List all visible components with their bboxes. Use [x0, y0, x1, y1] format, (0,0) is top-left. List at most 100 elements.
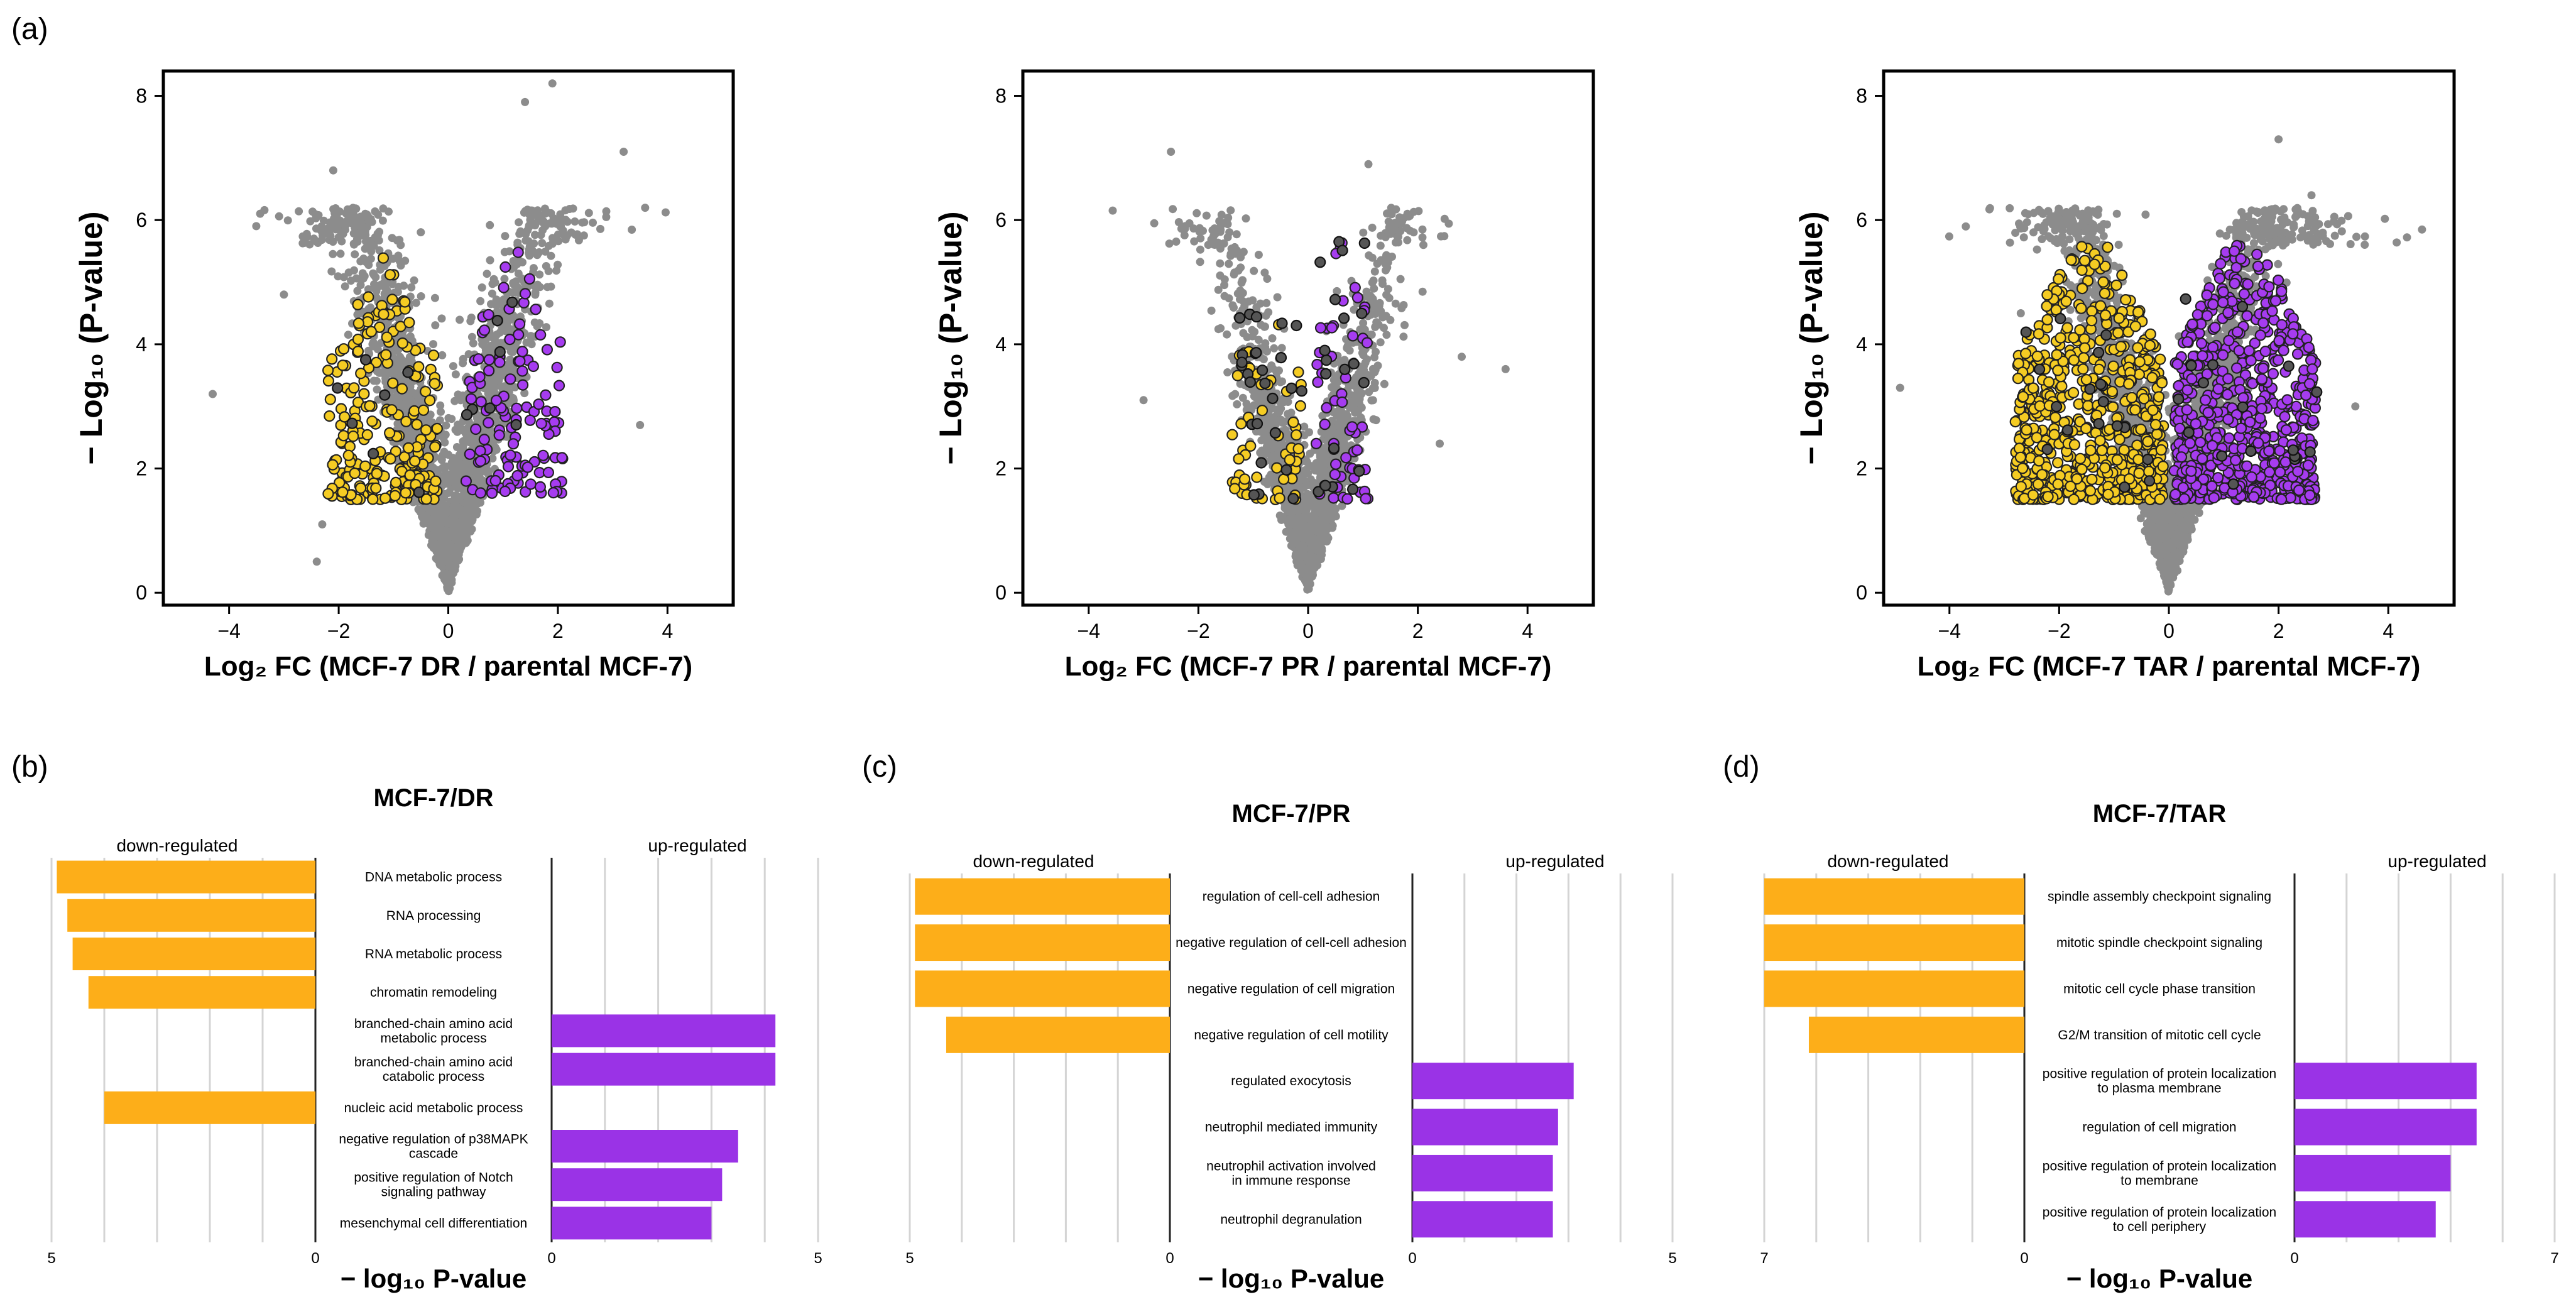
point-background: [641, 204, 650, 212]
point-down-regulated: [337, 343, 350, 355]
point-up-regulated: [499, 485, 511, 498]
point-background: [329, 249, 337, 258]
point-background: [543, 283, 552, 292]
point-up-regulated: [465, 393, 478, 405]
point-down-regulated: [427, 349, 440, 361]
point-down-regulated: [423, 395, 436, 407]
point-other: [506, 296, 518, 309]
point-background: [1223, 220, 1232, 229]
point-up-regulated: [513, 318, 526, 330]
point-background: [1370, 353, 1378, 362]
point-background: [483, 270, 491, 278]
point-background: [417, 228, 425, 237]
point-other: [1267, 392, 1279, 405]
point-background: [2006, 204, 2014, 212]
point-background: [1279, 397, 1288, 406]
point-down-regulated: [1251, 471, 1263, 483]
point-background: [1391, 219, 1400, 227]
point-background: [396, 353, 405, 361]
point-background: [1358, 349, 1367, 358]
point-up-regulated: [524, 414, 536, 426]
point-background: [552, 266, 560, 275]
point-background: [500, 275, 509, 283]
point-background: [1368, 223, 1377, 232]
point-up-regulated: [534, 481, 547, 493]
point-other: [494, 346, 506, 358]
point-background: [1263, 347, 1271, 356]
point-background: [1263, 442, 1271, 451]
point-background: [451, 370, 460, 379]
point-up-regulated: [475, 396, 487, 408]
point-up-regulated: [483, 309, 494, 320]
point-background: [349, 212, 357, 221]
point-background: [1268, 476, 1277, 484]
point-background: [542, 323, 550, 332]
point-background: [1295, 524, 1304, 533]
point-background: [1237, 278, 1246, 287]
point-background: [1333, 408, 1341, 417]
point-up-regulated: [519, 288, 532, 300]
point-background: [596, 224, 604, 233]
point-up-regulated: [553, 380, 565, 391]
point-down-regulated: [1292, 366, 1304, 378]
point-other: [413, 486, 425, 498]
point-up-regulated: [551, 361, 563, 373]
point-background: [451, 554, 460, 562]
point-down-regulated: [431, 422, 443, 435]
point-background: [375, 246, 384, 254]
point-background: [1207, 306, 1216, 315]
point-outlier: [329, 166, 337, 175]
point-background: [486, 256, 494, 265]
point-background: [344, 331, 352, 339]
point-background: [533, 280, 542, 289]
point-background: [422, 512, 430, 521]
point-background: [1180, 231, 1189, 239]
point-down-regulated: [399, 296, 411, 308]
point-up-regulated: [1328, 492, 1340, 504]
point-down-regulated: [417, 404, 430, 416]
point-other: [1250, 311, 1263, 323]
point-down-regulated: [400, 487, 412, 499]
point-background: [1419, 241, 1427, 249]
point-down-regulated: [371, 468, 383, 479]
point-background: [541, 222, 550, 231]
point-outlier: [1139, 396, 1148, 405]
point-background: [1313, 561, 1322, 569]
point-background: [542, 207, 551, 216]
point-background: [1320, 515, 1329, 523]
point-background: [439, 542, 448, 551]
y-tick-label: 4: [995, 333, 1007, 356]
point-down-regulated: [1287, 416, 1299, 429]
point-background: [516, 227, 525, 236]
point-background: [394, 251, 403, 260]
point-down-regulated: [1245, 440, 1257, 452]
point-background: [1365, 388, 1373, 397]
point-up-regulated: [554, 336, 566, 348]
point-background: [1372, 318, 1381, 327]
point-up-regulated: [535, 329, 547, 341]
point-background: [407, 283, 416, 292]
point-down-regulated: [1233, 453, 1245, 465]
point-background: [1299, 506, 1308, 515]
point-background: [2274, 260, 2283, 268]
point-other: [1338, 312, 1350, 324]
point-up-regulated: [474, 487, 487, 499]
point-other: [402, 366, 414, 378]
x-tick-label: 4: [662, 620, 673, 642]
point-up-regulated: [1349, 282, 1361, 293]
point-background: [518, 258, 527, 266]
point-background: [1380, 324, 1388, 332]
point-up-regulated: [525, 478, 537, 490]
x-tick-label: −2: [327, 620, 350, 642]
point-background: [1369, 276, 1378, 285]
point-background: [1268, 334, 1277, 342]
point-background: [1359, 228, 1368, 237]
point-other: [1236, 356, 1248, 368]
point-background: [1303, 554, 1311, 563]
point-background: [1316, 451, 1324, 459]
point-background: [444, 413, 453, 422]
y-tick-label: 8: [136, 85, 147, 107]
point-background: [464, 435, 472, 444]
x-tick-label: 0: [443, 620, 454, 642]
